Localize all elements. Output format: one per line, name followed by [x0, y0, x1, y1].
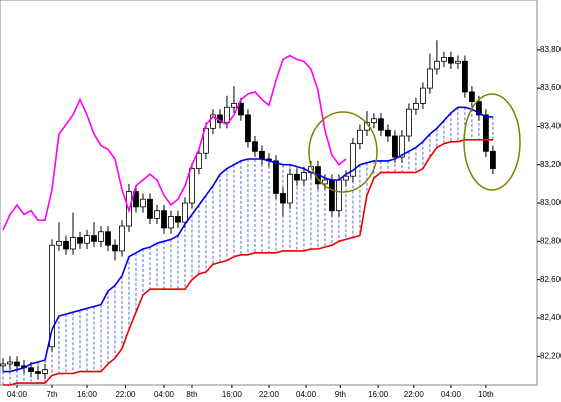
y-tick-label: 82,800: [540, 236, 561, 245]
candle-body: [231, 103, 237, 108]
plot-layer: [0, 40, 540, 388]
candle-body: [343, 175, 349, 181]
x-tick-label: 22:00: [115, 390, 136, 399]
candle-body: [413, 103, 419, 110]
candle-body: [329, 179, 335, 212]
candle-body: [406, 108, 412, 137]
candle-body: [0, 363, 6, 367]
x-tick-label: 04:00: [7, 390, 28, 399]
candle-body: [182, 202, 188, 223]
candle-body: [294, 173, 300, 181]
x-tick-label: 16:00: [222, 390, 243, 399]
candle-body: [196, 152, 202, 169]
x-tick-label: 10th: [478, 390, 494, 399]
candle-body: [476, 101, 482, 116]
candle-body: [161, 210, 167, 229]
candle-body: [70, 237, 76, 250]
candle-body: [483, 114, 489, 152]
candle-body: [189, 168, 195, 204]
candle-body: [301, 171, 307, 181]
candle-body: [427, 68, 433, 89]
candle-body: [238, 103, 244, 116]
candle-body: [462, 60, 468, 93]
candle-body: [448, 57, 454, 64]
annotation-circle: [308, 111, 378, 193]
x-tick-label: 04:00: [296, 390, 317, 399]
candle-body: [203, 127, 209, 154]
candle-body: [385, 129, 391, 137]
candle-body: [168, 216, 174, 229]
candle-body: [91, 235, 97, 242]
y-tick-label: 83,200: [540, 160, 561, 169]
candle-body: [378, 118, 384, 131]
candle-body: [441, 57, 447, 62]
y-tick-label: 83,600: [540, 83, 561, 92]
y-tick-label: 83,800: [540, 45, 561, 54]
y-tick-label: 82,400: [540, 313, 561, 322]
candle-body: [14, 361, 20, 367]
candle-body: [112, 244, 118, 252]
candle-body: [42, 369, 48, 374]
candle-body: [147, 198, 153, 219]
indicator-line: [3, 139, 493, 386]
y-tick-label: 83,400: [540, 122, 561, 131]
candle-body: [392, 135, 398, 158]
candle-body: [84, 235, 90, 244]
x-tick-label: 22:00: [259, 390, 280, 399]
candle-body: [119, 225, 125, 252]
candle-body: [77, 237, 83, 244]
indicator-line: [3, 106, 493, 373]
candle-body: [154, 210, 160, 219]
y-tick-label: 83,000: [540, 198, 561, 207]
annotation-circle: [463, 93, 521, 191]
x-tick-label: 9th: [335, 390, 346, 399]
x-tick-label: 8th: [186, 390, 197, 399]
candle-body: [434, 60, 440, 70]
indicator-line: [2, 54, 347, 231]
candle-body: [210, 114, 216, 129]
candle-body: [175, 216, 181, 223]
candle-body: [56, 240, 62, 246]
candle-body: [420, 87, 426, 104]
candle-body: [455, 60, 461, 64]
candle-body: [336, 179, 342, 212]
plot-area: [0, 0, 538, 386]
y-tick-label: 82,600: [540, 275, 561, 284]
x-tick-label: 04:00: [154, 390, 175, 399]
candle-body: [322, 179, 328, 185]
candle-body: [35, 371, 41, 374]
x-tick-label: 22:00: [404, 390, 425, 399]
candle-body: [224, 106, 230, 123]
candle-body: [7, 361, 13, 365]
candle-body: [490, 150, 496, 169]
x-tick-label: 16:00: [368, 390, 389, 399]
y-tick-label: 82,200: [540, 351, 561, 360]
x-tick-label: 04:00: [441, 390, 462, 399]
candle-body: [259, 150, 265, 160]
candle-body: [105, 231, 111, 246]
candle-body: [252, 141, 258, 152]
x-tick-label: 7th: [46, 390, 57, 399]
candle-body: [63, 240, 69, 250]
candle-body: [28, 367, 34, 372]
candle-body: [371, 118, 377, 123]
candle-body: [469, 91, 475, 102]
x-tick-label: 16:00: [77, 390, 98, 399]
candle-body: [245, 114, 251, 143]
candle-body: [273, 160, 279, 194]
candle-body: [133, 191, 139, 208]
candle-body: [357, 129, 363, 145]
candle-body: [287, 173, 293, 204]
candle-body: [280, 193, 286, 204]
candle-body: [399, 135, 405, 158]
candle-body: [49, 244, 55, 348]
candle-body: [140, 198, 146, 208]
candle-body: [350, 143, 356, 177]
candle-body: [98, 231, 104, 242]
